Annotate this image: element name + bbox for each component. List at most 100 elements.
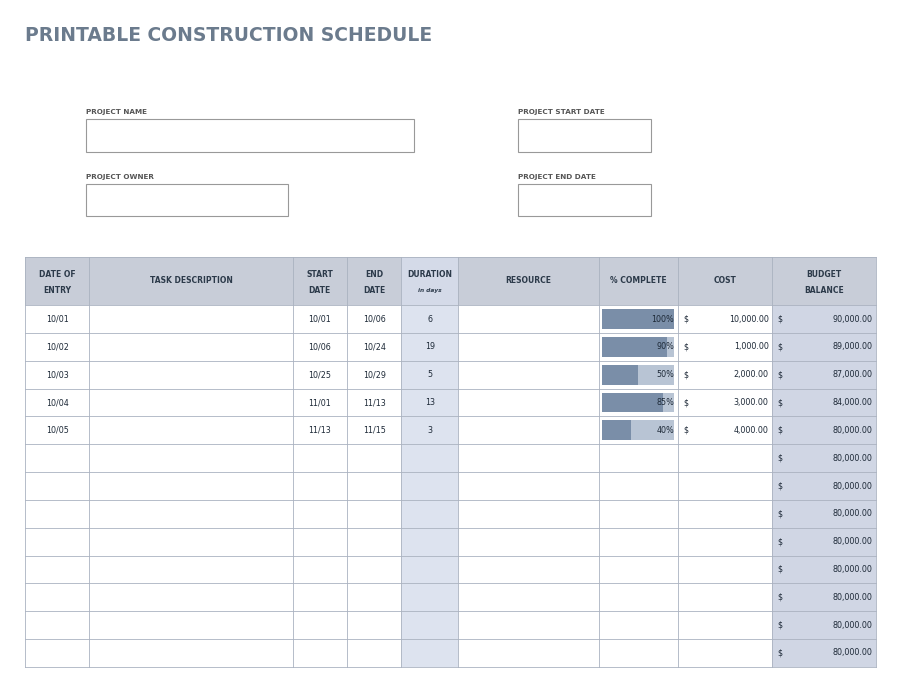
FancyBboxPatch shape — [402, 639, 459, 667]
FancyBboxPatch shape — [25, 556, 89, 583]
Text: 87,000.00: 87,000.00 — [833, 370, 872, 379]
Text: % COMPLETE: % COMPLETE — [610, 276, 667, 286]
FancyBboxPatch shape — [25, 639, 89, 667]
FancyBboxPatch shape — [25, 612, 89, 639]
FancyBboxPatch shape — [602, 364, 638, 385]
Text: BUDGET: BUDGET — [806, 269, 842, 279]
FancyBboxPatch shape — [678, 556, 772, 583]
FancyBboxPatch shape — [89, 639, 293, 667]
FancyBboxPatch shape — [598, 612, 678, 639]
Text: $: $ — [778, 370, 783, 379]
FancyBboxPatch shape — [347, 305, 402, 333]
Text: 80,000.00: 80,000.00 — [833, 537, 872, 546]
FancyBboxPatch shape — [89, 528, 293, 556]
Text: 10/05: 10/05 — [46, 426, 68, 435]
FancyBboxPatch shape — [772, 556, 876, 583]
FancyBboxPatch shape — [89, 472, 293, 500]
FancyBboxPatch shape — [678, 416, 772, 444]
FancyBboxPatch shape — [347, 333, 402, 360]
FancyBboxPatch shape — [772, 612, 876, 639]
FancyBboxPatch shape — [402, 528, 459, 556]
FancyBboxPatch shape — [293, 639, 347, 667]
FancyBboxPatch shape — [402, 333, 459, 360]
FancyBboxPatch shape — [459, 583, 598, 612]
Text: 11/13: 11/13 — [308, 426, 332, 435]
FancyBboxPatch shape — [772, 472, 876, 500]
FancyBboxPatch shape — [772, 333, 876, 360]
FancyBboxPatch shape — [89, 305, 293, 333]
FancyBboxPatch shape — [459, 305, 598, 333]
FancyBboxPatch shape — [459, 444, 598, 472]
FancyBboxPatch shape — [602, 364, 674, 385]
Text: 80,000.00: 80,000.00 — [833, 649, 872, 657]
FancyBboxPatch shape — [602, 421, 631, 440]
FancyBboxPatch shape — [402, 256, 459, 305]
Text: $: $ — [778, 620, 783, 630]
FancyBboxPatch shape — [402, 472, 459, 500]
Text: 10/02: 10/02 — [46, 342, 68, 352]
FancyBboxPatch shape — [347, 583, 402, 612]
FancyBboxPatch shape — [459, 360, 598, 389]
FancyBboxPatch shape — [459, 472, 598, 500]
FancyBboxPatch shape — [293, 556, 347, 583]
FancyBboxPatch shape — [402, 500, 459, 528]
Text: 80,000.00: 80,000.00 — [833, 510, 872, 518]
FancyBboxPatch shape — [89, 612, 293, 639]
FancyBboxPatch shape — [293, 333, 347, 360]
FancyBboxPatch shape — [772, 444, 876, 472]
Text: BALANCE: BALANCE — [805, 286, 844, 296]
FancyBboxPatch shape — [772, 360, 876, 389]
Text: 10/01: 10/01 — [308, 315, 332, 323]
FancyBboxPatch shape — [598, 639, 678, 667]
Text: $: $ — [778, 537, 783, 546]
Text: 10/04: 10/04 — [46, 398, 68, 407]
FancyBboxPatch shape — [25, 416, 89, 444]
FancyBboxPatch shape — [598, 528, 678, 556]
FancyBboxPatch shape — [602, 393, 663, 412]
Text: $: $ — [778, 398, 783, 407]
Text: 4,000.00: 4,000.00 — [733, 426, 769, 435]
FancyBboxPatch shape — [293, 612, 347, 639]
FancyBboxPatch shape — [598, 305, 678, 333]
Text: 13: 13 — [425, 398, 435, 407]
Text: 40%: 40% — [656, 426, 674, 435]
FancyBboxPatch shape — [402, 612, 459, 639]
FancyBboxPatch shape — [293, 360, 347, 389]
FancyBboxPatch shape — [678, 583, 772, 612]
FancyBboxPatch shape — [678, 612, 772, 639]
FancyBboxPatch shape — [518, 184, 651, 216]
Text: $: $ — [778, 510, 783, 518]
FancyBboxPatch shape — [598, 444, 678, 472]
FancyBboxPatch shape — [293, 305, 347, 333]
FancyBboxPatch shape — [293, 472, 347, 500]
FancyBboxPatch shape — [89, 556, 293, 583]
FancyBboxPatch shape — [772, 416, 876, 444]
Text: ENTRY: ENTRY — [43, 286, 71, 296]
FancyBboxPatch shape — [598, 389, 678, 416]
FancyBboxPatch shape — [459, 528, 598, 556]
Text: 85%: 85% — [656, 398, 674, 407]
FancyBboxPatch shape — [598, 333, 678, 360]
Text: 19: 19 — [425, 342, 435, 352]
FancyBboxPatch shape — [598, 500, 678, 528]
Text: DATE: DATE — [309, 286, 331, 296]
FancyBboxPatch shape — [25, 528, 89, 556]
Text: 80,000.00: 80,000.00 — [833, 593, 872, 602]
Text: PROJECT OWNER: PROJECT OWNER — [86, 173, 153, 180]
Text: 80,000.00: 80,000.00 — [833, 620, 872, 630]
FancyBboxPatch shape — [459, 639, 598, 667]
FancyBboxPatch shape — [347, 556, 402, 583]
FancyBboxPatch shape — [772, 389, 876, 416]
Text: 84,000.00: 84,000.00 — [833, 398, 872, 407]
FancyBboxPatch shape — [598, 360, 678, 389]
Text: 10/06: 10/06 — [308, 342, 332, 352]
Text: $: $ — [778, 593, 783, 602]
FancyBboxPatch shape — [602, 337, 674, 356]
Text: RESOURCE: RESOURCE — [505, 276, 551, 286]
FancyBboxPatch shape — [678, 444, 772, 472]
FancyBboxPatch shape — [293, 389, 347, 416]
Text: $: $ — [683, 398, 688, 407]
Text: START: START — [306, 269, 333, 279]
FancyBboxPatch shape — [89, 500, 293, 528]
FancyBboxPatch shape — [89, 444, 293, 472]
